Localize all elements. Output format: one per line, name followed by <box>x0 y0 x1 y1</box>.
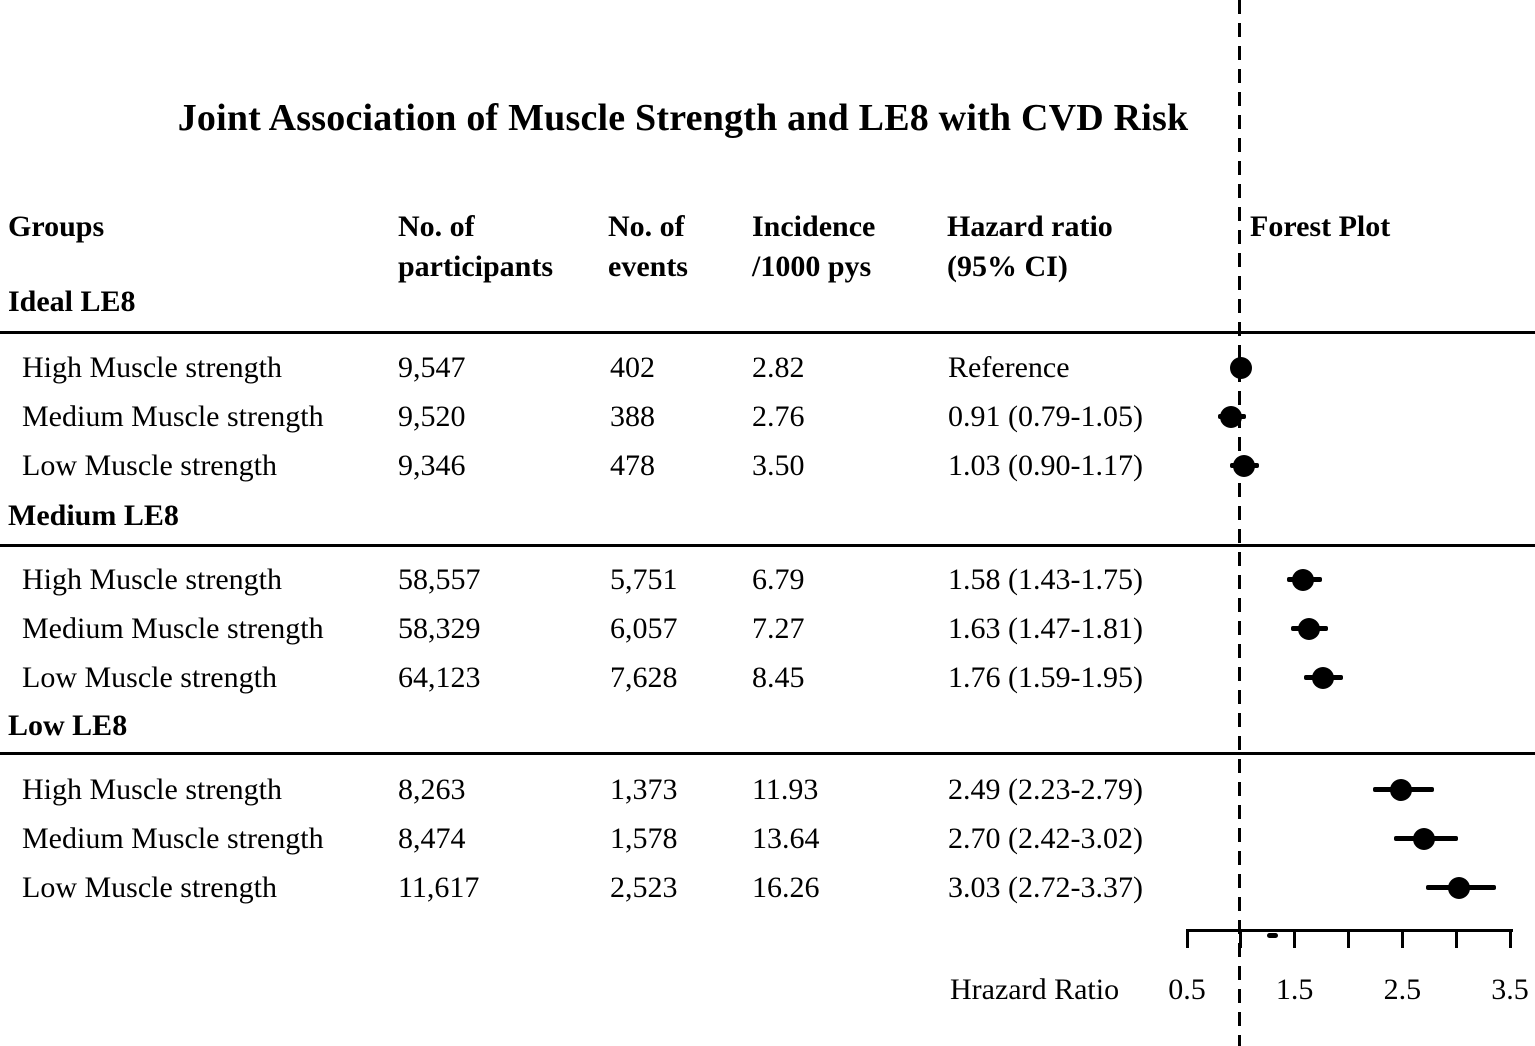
reference-line <box>1238 0 1241 1046</box>
axis-tick-label: 3.5 <box>1491 973 1529 1006</box>
section-header-medium-le8: Medium LE8 <box>8 499 179 532</box>
cell-events: 1,373 <box>610 773 678 806</box>
cell-events: 1,578 <box>610 822 678 855</box>
forest-marker <box>1233 455 1256 477</box>
axis-tick-label: 0.5 <box>1168 973 1206 1006</box>
cell-group: Medium Muscle strength <box>22 822 324 855</box>
cell-participants: 9,520 <box>398 400 466 433</box>
table-row: Low Muscle strength 9,346 478 3.50 1.03 … <box>0 448 1535 484</box>
axis-tick-label: 1.5 <box>1275 973 1314 1006</box>
forest-marker <box>1390 779 1413 801</box>
table-row: High Muscle strength 9,547 402 2.82 Refe… <box>0 350 1535 386</box>
table-row: Low Muscle strength 11,617 2,523 16.26 3… <box>0 870 1535 906</box>
cell-incidence: 6.79 <box>752 563 805 596</box>
axis-tick <box>1508 929 1512 948</box>
cell-events: 2,523 <box>610 871 678 904</box>
forest-marker <box>1292 569 1315 591</box>
cell-hazard-ratio: 1.03 (0.90-1.17) <box>948 449 1143 482</box>
column-header-forest-plot: Forest Plot <box>1250 210 1391 243</box>
stray-mark <box>1267 933 1278 938</box>
cell-events: 7,628 <box>610 661 678 694</box>
cell-hazard-ratio: 1.63 (1.47-1.81) <box>948 612 1143 645</box>
table-row: Low Muscle strength 64,123 7,628 8.45 1.… <box>0 660 1535 696</box>
cell-incidence: 13.64 <box>752 822 820 855</box>
table-row: Medium Muscle strength 58,329 6,057 7.27… <box>0 611 1535 647</box>
axis-tick <box>1400 929 1404 948</box>
cell-participants: 8,474 <box>398 822 466 855</box>
cell-group: Medium Muscle strength <box>22 612 324 645</box>
cell-events: 388 <box>610 400 655 433</box>
axis-tick-label: 2.5 <box>1383 973 1422 1006</box>
figure-title: Joint Association of Muscle Strength and… <box>177 97 1189 139</box>
cell-participants: 9,346 <box>398 449 466 482</box>
cell-events: 478 <box>610 449 655 482</box>
forest-marker <box>1297 618 1320 640</box>
axis-tick <box>1185 929 1189 948</box>
cell-hazard-ratio: 3.03 (2.72-3.37) <box>948 871 1143 904</box>
cell-group: Low Muscle strength <box>22 871 277 904</box>
cell-incidence: 3.50 <box>752 449 805 482</box>
cell-incidence: 11.93 <box>752 773 819 806</box>
cell-hazard-ratio: 1.76 (1.59-1.95) <box>948 661 1143 694</box>
forest-marker <box>1229 357 1252 379</box>
table-row: Medium Muscle strength 8,474 1,578 13.64… <box>0 821 1535 857</box>
cell-hazard-ratio: 2.49 (2.23-2.79) <box>948 773 1143 806</box>
cell-group: High Muscle strength <box>22 773 282 806</box>
axis-tick <box>1454 929 1458 948</box>
cell-incidence: 8.45 <box>752 661 805 694</box>
cell-group: Medium Muscle strength <box>22 400 324 433</box>
cell-group: High Muscle strength <box>22 351 282 384</box>
forest-marker <box>1448 877 1471 899</box>
table-rule <box>0 752 1535 755</box>
cell-participants: 9,547 <box>398 351 466 384</box>
table-row: High Muscle strength 8,263 1,373 11.93 2… <box>0 772 1535 808</box>
cell-incidence: 16.26 <box>752 871 820 904</box>
cell-hazard-ratio: 2.70 (2.42-3.02) <box>948 822 1143 855</box>
column-header-participants: No. of participants <box>398 210 554 283</box>
cell-group: Low Muscle strength <box>22 449 277 482</box>
forest-marker <box>1311 667 1334 689</box>
axis-tick <box>1347 929 1350 948</box>
forest-marker <box>1412 828 1435 850</box>
table-rule <box>0 331 1535 334</box>
axis-tick <box>1239 929 1243 948</box>
cell-events: 5,751 <box>610 563 678 596</box>
cell-incidence: 7.27 <box>752 612 805 645</box>
cell-participants: 11,617 <box>398 871 480 904</box>
cell-participants: 64,123 <box>398 661 481 694</box>
cell-hazard-ratio: Reference <box>948 351 1070 384</box>
cell-events: 6,057 <box>610 612 678 645</box>
cell-participants: 8,263 <box>398 773 466 806</box>
axis-tick <box>1293 929 1297 948</box>
table-row: High Muscle strength 58,557 5,751 6.79 1… <box>0 562 1535 598</box>
cell-hazard-ratio: 0.91 (0.79-1.05) <box>948 400 1143 433</box>
forest-marker <box>1220 406 1243 428</box>
column-header-incidence: Incidence /1000 pys <box>752 210 876 283</box>
cell-hazard-ratio: 1.58 (1.43-1.75) <box>948 563 1143 596</box>
section-header-ideal-le8: Ideal LE8 <box>8 285 136 318</box>
axis-title: Hrazard Ratio <box>950 973 1120 1006</box>
cell-group: Low Muscle strength <box>22 661 277 694</box>
cell-incidence: 2.76 <box>752 400 805 433</box>
column-header-events: No. of events <box>608 210 688 283</box>
table-row: Medium Muscle strength 9,520 388 2.76 0.… <box>0 399 1535 435</box>
cell-participants: 58,329 <box>398 612 481 645</box>
cell-incidence: 2.82 <box>752 351 805 384</box>
section-header-low-le8: Low LE8 <box>8 709 128 742</box>
cell-group: High Muscle strength <box>22 563 282 596</box>
cell-participants: 58,557 <box>398 563 481 596</box>
column-header-groups: Groups <box>8 210 105 243</box>
cell-events: 402 <box>610 351 655 384</box>
column-header-hazard-ratio: Hazard ratio (95% CI) <box>947 210 1113 283</box>
table-rule <box>0 544 1535 547</box>
